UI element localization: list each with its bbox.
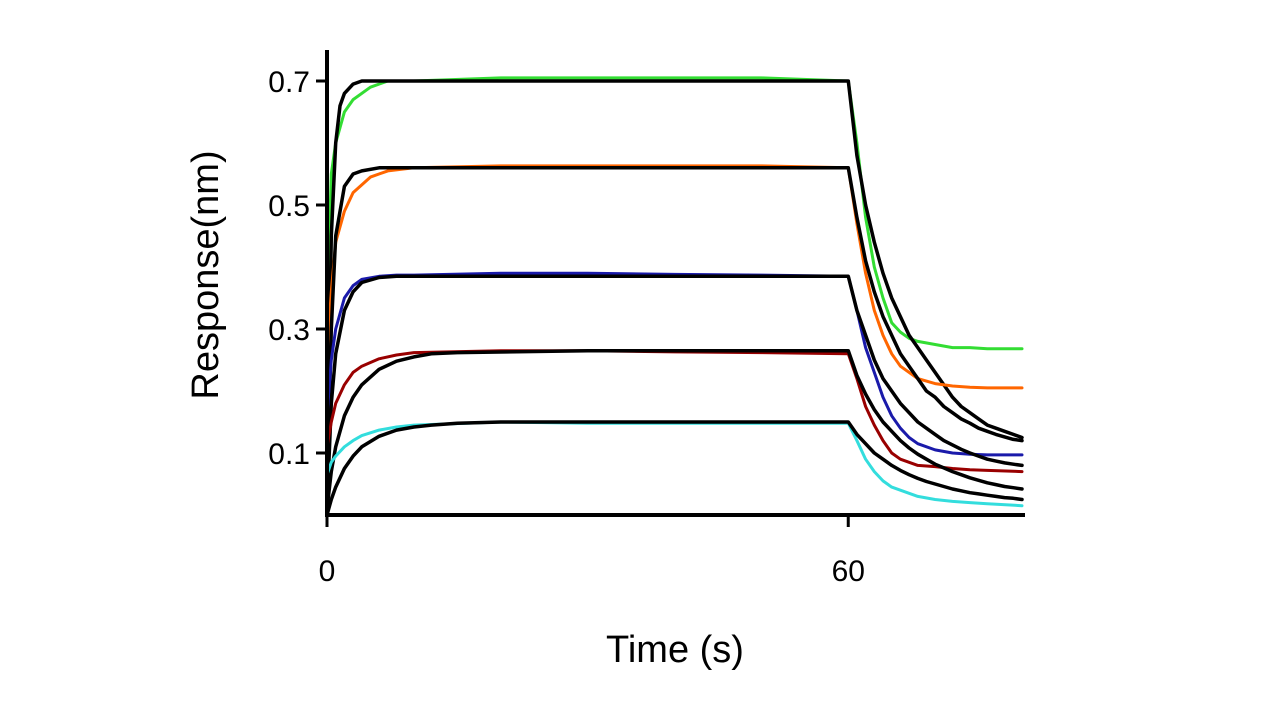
series-layer [325, 76, 1024, 517]
y-tick-label: 0.7 [268, 66, 310, 99]
measured-line-4 [325, 271, 1024, 457]
y-tick-label: 0.3 [268, 314, 310, 347]
fit-line-1 [325, 79, 1024, 499]
fit-line-5 [325, 274, 1024, 511]
x-axis-title: Time (s) [606, 629, 744, 671]
fit-line-3 [325, 166, 1024, 505]
y-tick-label: 0.5 [268, 190, 310, 223]
fit-line-9 [325, 420, 1024, 517]
fit-line-7 [325, 348, 1024, 511]
y-tick-label: 0.1 [268, 438, 310, 471]
measured-line-0 [325, 76, 1024, 351]
y-ticks: 0.1 0.3 0.5 0.7 [268, 66, 327, 471]
x-tick-label: 0 [319, 555, 336, 588]
x-ticks: 0 60 [319, 515, 865, 588]
x-tick-label: 60 [832, 555, 865, 588]
y-axis-title: Response(nm) [185, 150, 227, 399]
